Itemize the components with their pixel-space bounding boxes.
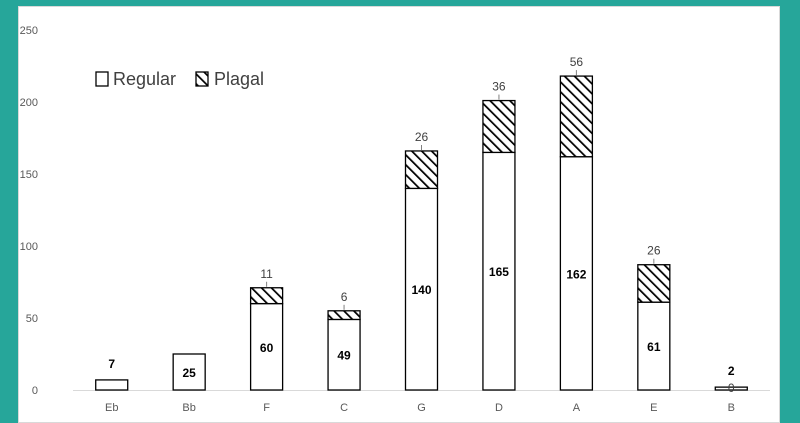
bar-plagal [559, 75, 594, 158]
y-tick-label: 100 [20, 241, 38, 253]
chart-frame: 0 50 100 150 200 250 Eb Bb F C G D A E B 7 25 60 11 49 6 140… [18, 6, 780, 423]
y-tick-label: 200 [20, 97, 38, 109]
data-label-plagal: 26 [415, 130, 429, 144]
x-tick-label: A [573, 402, 581, 414]
bar-regular [404, 187, 439, 391]
bar-regular [559, 156, 594, 391]
data-label-plagal: 26 [647, 244, 661, 258]
x-tick-label: B [728, 402, 735, 414]
data-label-regular: 25 [182, 366, 196, 380]
x-tick-label: Eb [105, 402, 118, 414]
x-tick-label: E [650, 402, 657, 414]
bar-regular [95, 379, 129, 391]
x-tick-label: D [495, 402, 503, 414]
y-tick-label: 50 [26, 313, 38, 325]
bar-regular [482, 151, 516, 391]
bar-regular [714, 386, 748, 391]
data-label-plagal: 6 [341, 290, 348, 304]
x-tick-label: C [340, 402, 348, 414]
x-tick-label: G [417, 402, 426, 414]
bar-plagal [249, 287, 284, 305]
y-tick-label: 250 [20, 25, 38, 37]
data-label-regular: 7 [108, 357, 115, 371]
bar-plagal [482, 99, 516, 154]
legend-label-regular: Regular [113, 69, 176, 89]
bar-regular [249, 302, 284, 391]
bar-plagal [327, 310, 361, 321]
bar-plagal [637, 264, 671, 303]
data-label-regular: 140 [411, 283, 431, 297]
data-label-regular: 2 [728, 364, 735, 378]
legend-swatch-plagal [195, 71, 209, 87]
legend-swatch-regular [95, 71, 109, 87]
y-tick-label: 0 [32, 385, 38, 397]
data-label-regular: 60 [260, 341, 274, 355]
data-label-regular: 162 [566, 267, 586, 281]
data-label-plagal: 11 [260, 267, 273, 281]
data-label-regular: 61 [647, 340, 661, 354]
bar-regular [172, 353, 206, 391]
y-tick-label: 150 [20, 169, 38, 181]
data-label-regular: 49 [337, 349, 351, 363]
bar-regular [637, 301, 671, 391]
data-label-plagal: 36 [492, 80, 506, 94]
x-tick-label: F [263, 402, 270, 414]
bar-plagal [404, 150, 439, 190]
data-label-plagal: 0 [728, 381, 735, 395]
x-tick-label: Bb [182, 402, 195, 414]
bar-regular [327, 318, 361, 391]
legend-label-plagal: Plagal [214, 69, 264, 89]
data-label-plagal: 56 [570, 55, 584, 69]
data-label-regular: 165 [489, 265, 509, 279]
